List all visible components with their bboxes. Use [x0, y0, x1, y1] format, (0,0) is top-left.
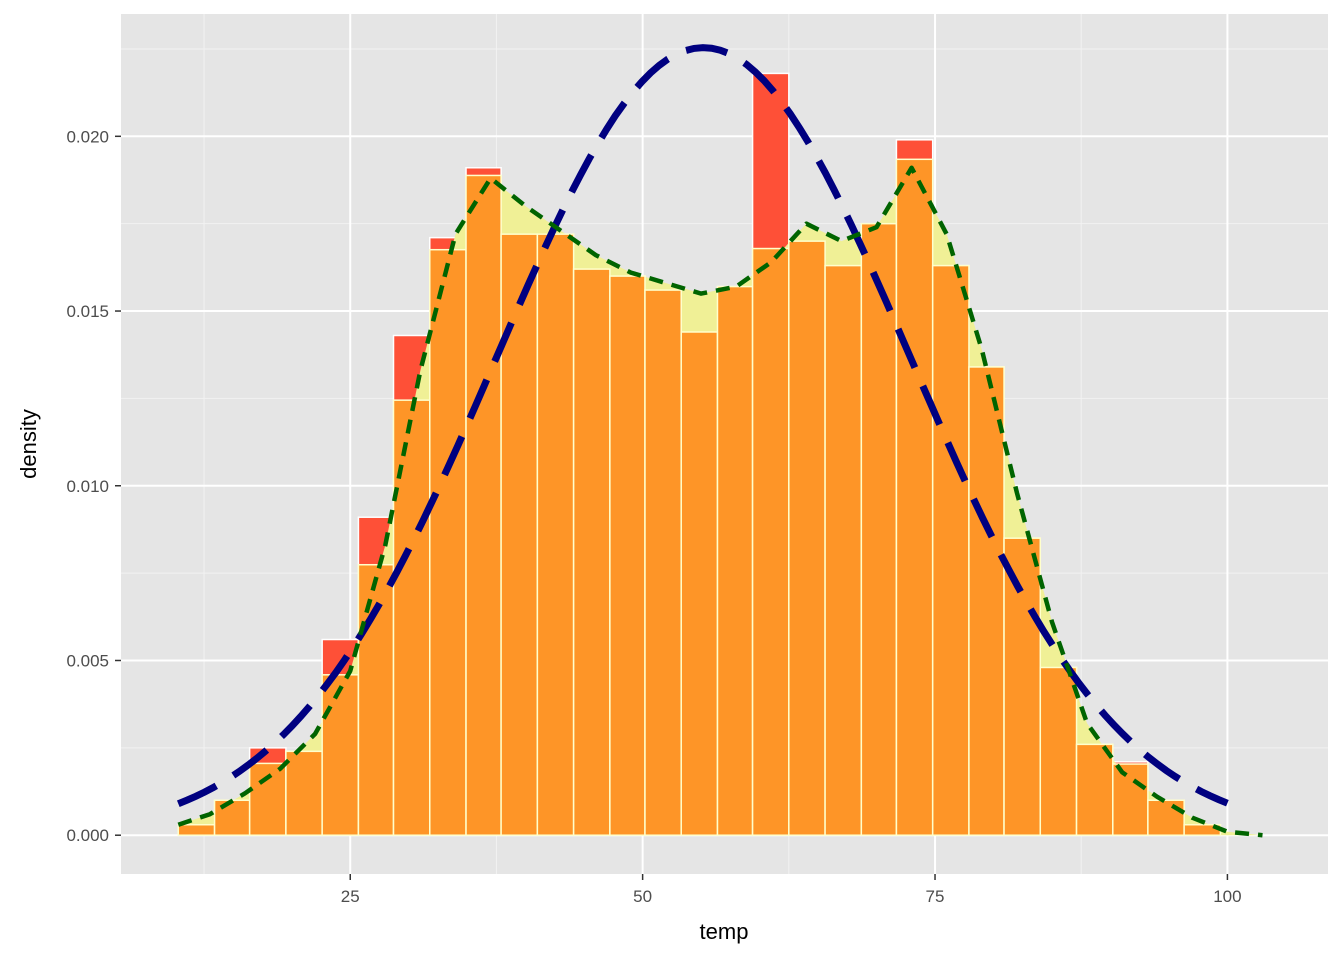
x-tick-label: 50 — [633, 887, 652, 906]
histogram-bar-front — [860, 222, 898, 836]
histogram-bar-front — [465, 174, 502, 836]
histogram-bar-front — [751, 247, 790, 836]
histogram-bar-front — [895, 158, 934, 836]
histogram-bar-front — [609, 275, 646, 836]
y-axis-title: density — [16, 409, 41, 479]
y-tick-label: 0.020 — [66, 127, 109, 146]
histogram-bar-front — [1112, 763, 1149, 836]
histogram-bar-front — [1003, 537, 1042, 836]
density-curve — [177, 165, 1263, 838]
normal-curve — [176, 44, 1229, 807]
histogram-bar-front — [788, 240, 826, 836]
histogram-bar-front — [644, 289, 682, 836]
histogram-bar-front — [213, 799, 251, 836]
y-tick-labels: 0.000 0.005 0.010 0.015 0.020 — [66, 127, 109, 845]
histogram-bar-front — [321, 674, 360, 836]
x-tick-label: 100 — [1213, 887, 1241, 906]
histogram-bar-front — [572, 268, 611, 836]
y-tick-label: 0.010 — [66, 477, 109, 496]
histogram-bar-front — [285, 750, 323, 836]
histogram-bar-front — [931, 264, 970, 836]
y-tick-label: 0.000 — [66, 826, 109, 845]
histogram-bars-front — [177, 158, 1222, 836]
axis-ticks — [115, 135, 1229, 880]
histogram-bar-front — [716, 285, 754, 836]
histogram-bar-front — [392, 399, 431, 836]
histogram-bar-front — [1039, 666, 1078, 836]
y-tick-label: 0.015 — [66, 302, 109, 321]
histogram-bar-front — [968, 366, 1005, 836]
histogram-bar-front — [177, 823, 216, 836]
x-tick-label: 25 — [341, 887, 360, 906]
histogram-bar-front — [1147, 799, 1185, 836]
histogram-bar-front — [680, 331, 719, 836]
x-tick-label: 75 — [926, 887, 945, 906]
histogram-bar-front — [500, 233, 539, 836]
y-tick-label: 0.005 — [66, 651, 109, 670]
histogram-bar-front — [1075, 743, 1114, 836]
histogram-bar-front — [248, 762, 287, 836]
histogram-bar-front — [429, 248, 467, 836]
x-tick-labels: 25 50 75 100 — [341, 887, 1242, 906]
histogram-bar-front — [536, 233, 575, 836]
x-axis-title: temp — [700, 919, 749, 944]
curves — [176, 44, 1263, 838]
histogram-bar-front — [824, 264, 863, 836]
